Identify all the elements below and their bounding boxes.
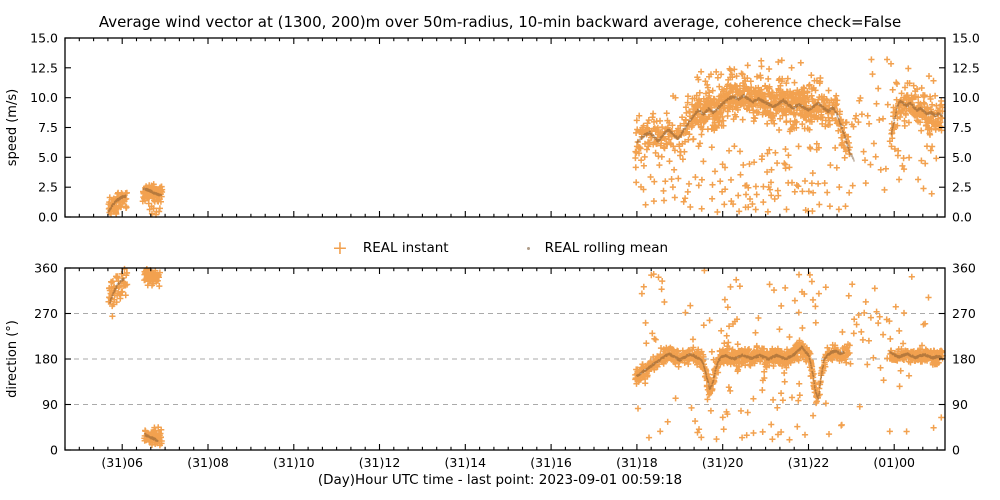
x-axis-ticks (64, 38, 938, 217)
y-tick-label-right: 0 (952, 443, 960, 458)
y-tick-label: 10.0 (30, 90, 58, 105)
y-tick-label-right: 10.0 (952, 90, 980, 105)
y-tick-label: 270 (34, 306, 58, 321)
y-tick-label: 2.5 (38, 180, 58, 195)
x-tick-label: (31)14 (445, 455, 487, 470)
y-tick-label-right: 15.0 (952, 31, 980, 46)
instant-scatter (105, 265, 946, 449)
x-tick-label: (31)10 (273, 455, 315, 470)
x-tick-label: (31)08 (187, 455, 229, 470)
y-tick-label: 0.0 (38, 210, 58, 225)
rolling-mean-scatter (109, 277, 943, 442)
y-tick-label-right: 12.5 (952, 60, 980, 75)
x-axis-label: (Day)Hour UTC time - last point: 2023-09… (317, 472, 683, 488)
y-axis-label: speed (m/s) (5, 89, 20, 166)
x-tick-label: (31)12 (359, 455, 401, 470)
y-axis-label: direction (°) (5, 320, 20, 398)
x-tick-label: (31)06 (101, 455, 143, 470)
y-axis-ticks (65, 267, 945, 451)
y-tick-label-right: 7.5 (952, 120, 972, 135)
y-tick-label: 360 (34, 261, 58, 276)
y-tick-label-right: 360 (952, 261, 976, 276)
x-tick-label: (31)18 (616, 455, 658, 470)
y-tick-label: 90 (42, 397, 58, 412)
x-tick-label: (31)20 (702, 455, 744, 470)
plus-marker-icon: + (331, 237, 348, 259)
y-tick-label: 180 (34, 352, 58, 367)
y-tick-label: 5.0 (38, 150, 58, 165)
y-tick-label: 15.0 (30, 31, 58, 46)
x-tick-label: (31)16 (530, 455, 572, 470)
y-tick-label-right: 270 (952, 306, 976, 321)
y-tick-label: 7.5 (38, 120, 58, 135)
chart-title: Average wind vector at (1300, 200)m over… (98, 13, 902, 31)
legend-label-instant: REAL instant (362, 240, 449, 256)
x-tick-label: (31)22 (788, 455, 830, 470)
dot-marker-icon (526, 246, 530, 250)
y-tick-label-right: 180 (952, 352, 976, 367)
instant-scatter (105, 56, 946, 218)
legend: + REAL instant REAL rolling mean (0, 237, 1000, 259)
speed-plot: 0.0 0.0 2.5 2.5 5.0 5.0 7.5 7.5 10.0 10.0 12.5 12.5… (5, 31, 980, 225)
y-tick-label: 12.5 (30, 60, 58, 75)
x-axis-ticks (64, 268, 938, 450)
legend-item-instant: + REAL instant (331, 237, 449, 259)
y-tick-label-right: 5.0 (952, 150, 972, 165)
x-tick-label: (01)00 (873, 455, 915, 470)
y-axis-ticks (65, 37, 945, 218)
legend-label-rolling-mean: REAL rolling mean (544, 240, 669, 256)
direction-plot: 0 0 90 90 180 180 270 270 360 360 (31)06 (31)08 (31)… (5, 261, 976, 471)
y-tick-label-right: 2.5 (952, 180, 972, 195)
rolling-mean-scatter (107, 93, 944, 213)
gridlines (65, 313, 945, 405)
y-tick-label: 0 (50, 443, 58, 458)
y-tick-label-right: 0.0 (952, 210, 972, 225)
y-tick-label-right: 90 (952, 397, 968, 412)
legend-item-rolling-mean: REAL rolling mean (526, 240, 669, 256)
